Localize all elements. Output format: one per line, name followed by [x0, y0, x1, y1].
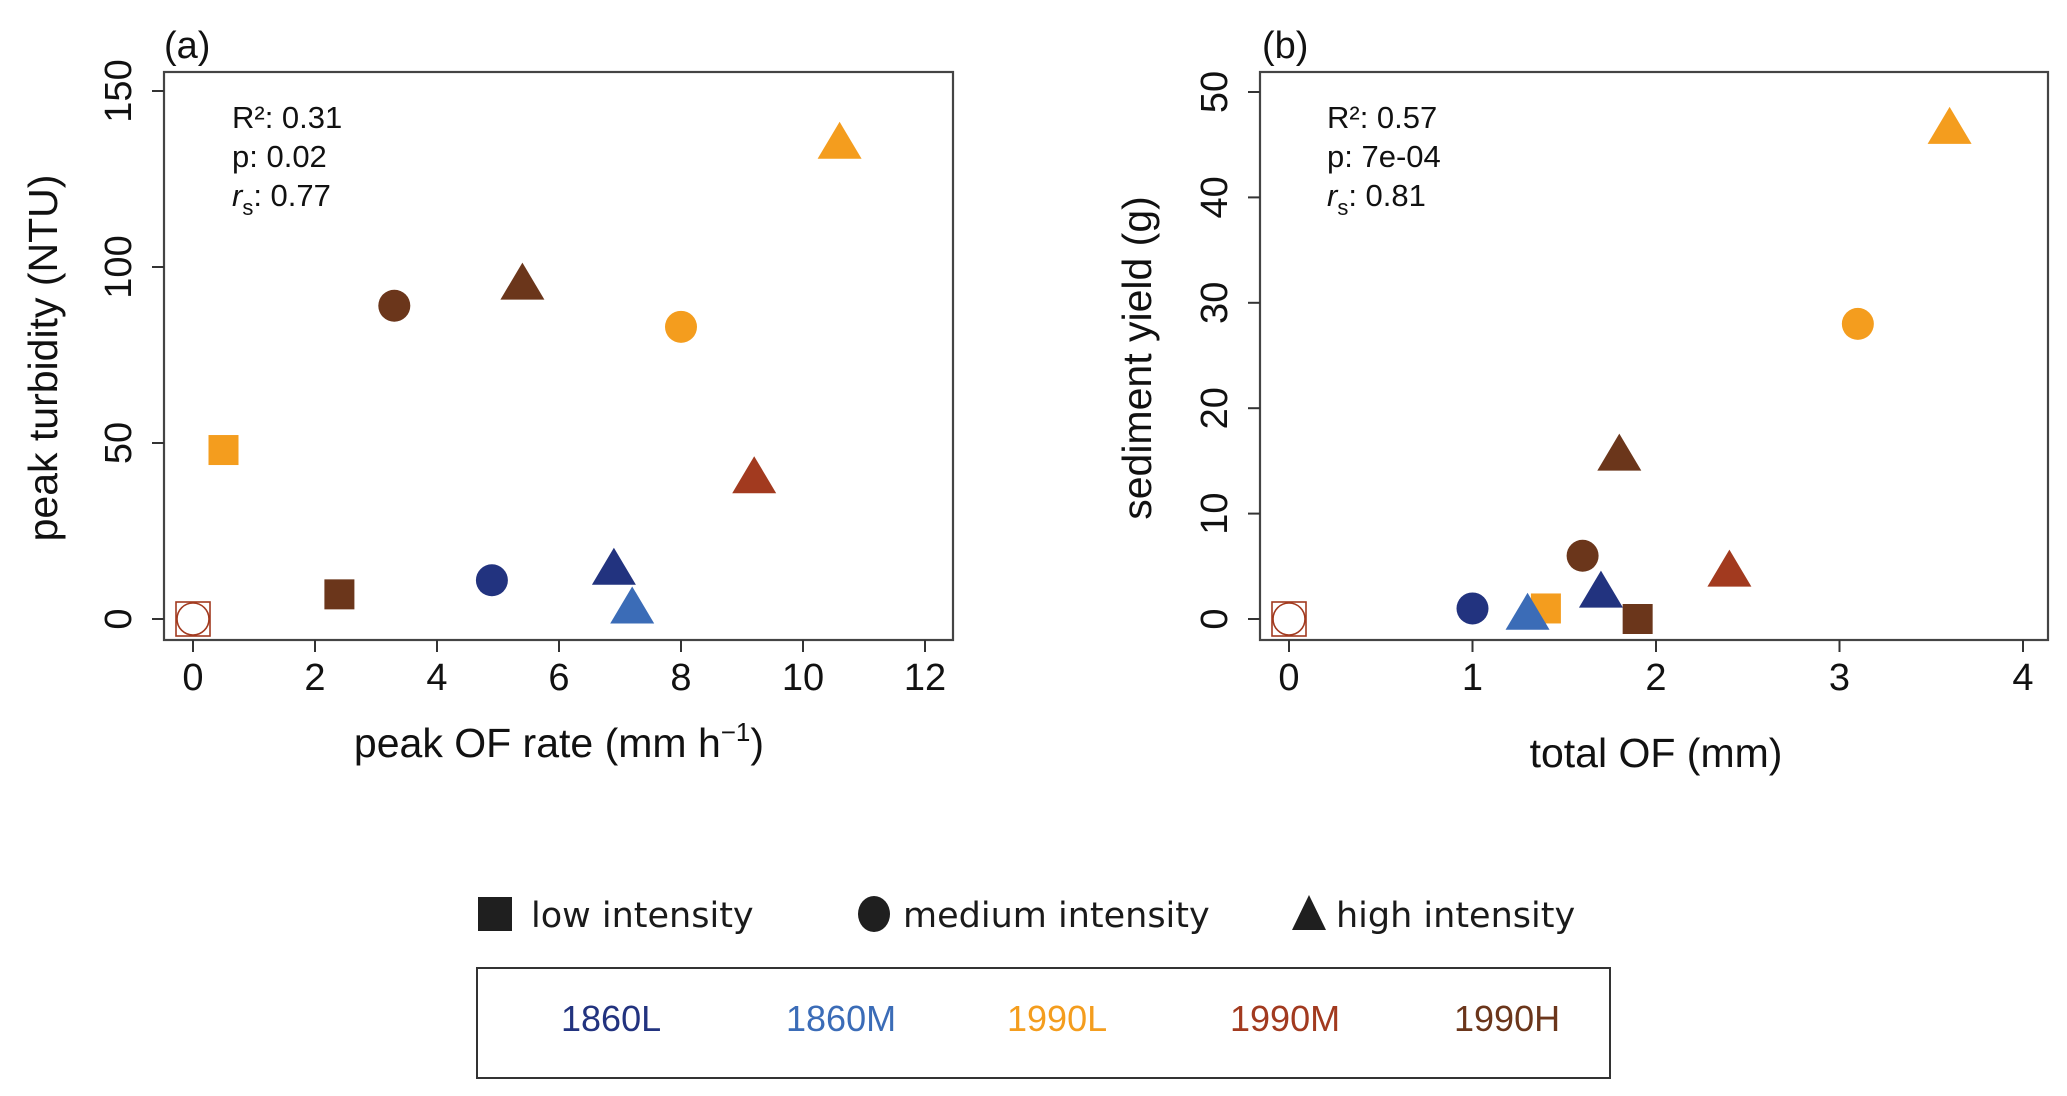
data-point-1860L-high [1578, 570, 1623, 608]
hollow-square-marker [175, 601, 211, 637]
panel-a-p-value: p: 0.02 [232, 139, 327, 174]
data-point-1860L-medium [475, 564, 508, 597]
data-point-1860L-medium [1456, 592, 1489, 625]
x-tick-label: 2 [1645, 657, 1666, 699]
panel-a-rs: rs: 0.77 [232, 178, 331, 220]
legend-group-1990H: 1990H [1454, 998, 1560, 1039]
hollow-circle-marker [1272, 602, 1306, 636]
x-tick-label: 3 [1829, 657, 1850, 699]
panel-b-y-axis-title: sediment yield (g) [1114, 196, 1160, 520]
panel-a-y-axis-title: peak turbidity (NTU) [20, 175, 66, 542]
y-tick-label: 100 [98, 235, 140, 298]
panel-a-stats: R²: 0.31 p: 0.02 rs: 0.77 [232, 100, 342, 220]
x-tick-label: 12 [904, 657, 946, 699]
x-tick-label: 10 [782, 657, 824, 699]
x-tick-label: 8 [670, 657, 691, 699]
panel-a-points [175, 121, 862, 637]
data-point-1990L-high [1927, 106, 1972, 144]
data-point-1990M-high [732, 456, 777, 494]
data-point-1990H-high [500, 262, 545, 300]
x-tick-label: 1 [1462, 657, 1483, 699]
legend-group-1990L: 1990L [1007, 998, 1107, 1039]
hollow-square-marker [1271, 601, 1307, 637]
x-tick-label: 0 [1278, 657, 1299, 699]
shape-legend: low intensity medium intensity high inte… [478, 895, 1575, 936]
group-legend-items: 1860L 1860M 1990L 1990M 1990H [561, 998, 1560, 1039]
y-tick-label: 50 [1194, 71, 1236, 113]
y-tick-label: 10 [1194, 492, 1236, 534]
y-tick-label: 0 [98, 608, 140, 629]
group-legend-frame [476, 967, 1611, 1079]
panel-b-p-value: p: 7e-04 [1327, 139, 1441, 174]
panel-b-rs-subscript: s [1337, 195, 1348, 220]
panel-a-rs-value: : 0.77 [253, 178, 331, 213]
panel-b-stats: R²: 0.57 p: 7e-04 rs: 0.81 [1327, 100, 1441, 220]
data-point-1990H-low [324, 579, 355, 610]
triangle-icon [1292, 895, 1326, 930]
data-point-1990H-medium [378, 289, 411, 322]
data-point-1860M-high [1505, 592, 1550, 630]
data-point-1990L-medium [665, 310, 697, 343]
x-tick-label: 4 [2012, 657, 2033, 699]
panel-b-plot-frame [1258, 70, 2050, 642]
data-point-1860L-high [591, 547, 636, 585]
panel-a: (a) 0 2 4 6 8 10 12 0 50 100 150 peak OF rate (mm… [20, 25, 955, 766]
data-point-1860M-high [610, 586, 655, 624]
x-tick-label: 6 [548, 657, 569, 699]
panel-a-y-axis: 0 50 100 150 [98, 59, 164, 630]
y-tick-label: 150 [98, 59, 140, 122]
data-point-1990M-high [1707, 549, 1752, 587]
data-point-1990L-medium [1841, 307, 1874, 340]
panel-b-x-axis: 0 1 2 3 4 [1278, 640, 2034, 699]
legend-group-1990M: 1990M [1230, 998, 1340, 1039]
data-point-1990L-low [208, 435, 239, 466]
legend-medium-intensity-label: medium intensity [903, 896, 1210, 936]
panel-a-x-axis-title-main: peak OF rate (mm h [354, 720, 721, 766]
panel-b-rs-value: : 0.81 [1348, 178, 1426, 213]
data-point-1990H-medium [1566, 539, 1599, 572]
legend-low-intensity-label: low intensity [531, 896, 754, 936]
data-point-1990L-high [817, 121, 862, 159]
data-point-1990H-low [1622, 604, 1653, 634]
panel-b-rs: rs: 0.81 [1327, 178, 1426, 220]
hollow-circle-marker [176, 602, 210, 636]
circle-icon [858, 896, 890, 932]
panel-b-points [1271, 106, 1972, 637]
panel-b: (b) 0 1 2 3 4 0 10 20 30 40 50 total OF (mm) sedi… [1114, 25, 2050, 776]
panel-a-rs-symbol: r [232, 178, 244, 213]
panel-a-x-axis-title: peak OF rate (mm h−1) [354, 717, 764, 766]
legend-group-1860M: 1860M [786, 998, 896, 1039]
y-tick-label: 50 [98, 422, 140, 464]
panel-a-x-axis-title-close: ) [750, 720, 764, 766]
legend-group-1860L: 1860L [561, 998, 661, 1039]
legend-high-intensity-label: high intensity [1336, 896, 1575, 936]
panel-b-r2: R²: 0.57 [1327, 100, 1437, 135]
square-icon [478, 897, 512, 931]
panel-b-label: (b) [1262, 25, 1308, 67]
y-tick-label: 20 [1194, 387, 1236, 429]
data-point-1990H-high [1597, 433, 1642, 471]
panel-a-r2: R²: 0.31 [232, 100, 342, 135]
panel-a-label: (a) [164, 25, 210, 67]
data-point-1990M-low [175, 601, 211, 637]
y-tick-label: 30 [1194, 282, 1236, 324]
panel-b-x-axis-title: total OF (mm) [1530, 730, 1783, 776]
x-tick-label: 0 [182, 657, 203, 699]
y-tick-label: 40 [1194, 176, 1236, 218]
panel-a-rs-subscript: s [242, 195, 253, 220]
panel-a-x-axis: 0 2 4 6 8 10 12 [182, 640, 946, 699]
panel-b-y-axis: 0 10 20 30 40 50 [1194, 71, 1260, 630]
data-point-1990M-low [1271, 601, 1307, 637]
group-legend: 1860L 1860M 1990L 1990M 1990H [476, 967, 1611, 1079]
y-tick-label: 0 [1194, 608, 1236, 629]
x-tick-label: 4 [426, 657, 447, 699]
x-tick-label: 2 [304, 657, 325, 699]
panel-b-rs-symbol: r [1327, 178, 1339, 213]
panel-a-x-axis-title-superscript: −1 [721, 717, 751, 747]
